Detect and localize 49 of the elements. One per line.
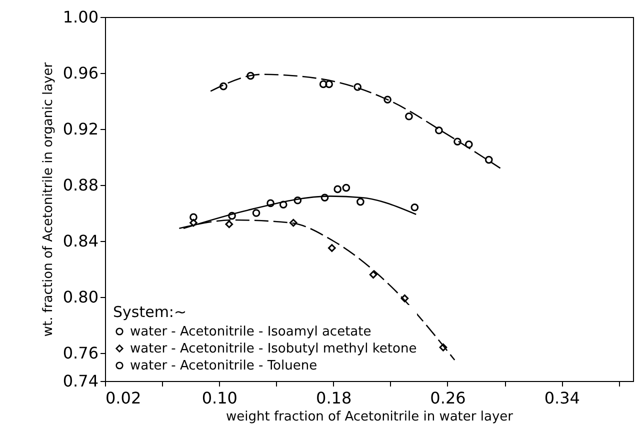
point	[484, 156, 493, 164]
y-tick-label: 0.88	[62, 176, 98, 194]
x-tick-label: 0.10	[202, 388, 238, 408]
point	[190, 218, 198, 227]
y-tick-label: 1.00	[62, 8, 98, 26]
legend-label: water - Acetonitrile - Isoamyl acetate	[130, 324, 372, 340]
point	[190, 213, 198, 222]
point	[464, 140, 473, 148]
point	[220, 82, 228, 90]
point	[410, 203, 419, 212]
point	[405, 112, 413, 120]
x-axis-title: weight fraction of Acetonitrile in water layer	[226, 410, 514, 424]
legend-title: System:~	[113, 303, 187, 321]
y-tick-label: 0.92	[62, 120, 98, 138]
x-tick-label: 0.34	[544, 388, 580, 408]
point	[354, 83, 362, 91]
y-tick-label: 0.76	[62, 344, 98, 362]
point	[289, 218, 298, 227]
y-axis-title: wt. fraction of Acetonitrile in organic layer	[40, 62, 56, 337]
y-tick-label: 0.96	[62, 64, 98, 82]
point	[435, 126, 443, 134]
x-tick-label: 0.26	[430, 388, 466, 408]
point	[320, 194, 329, 202]
x-tick-label: 0.02	[106, 388, 142, 408]
point	[225, 220, 234, 228]
y-tick-label: 0.84	[62, 232, 98, 250]
point	[279, 200, 288, 209]
point	[356, 198, 364, 206]
point	[328, 244, 336, 252]
point	[384, 96, 392, 104]
legend-label: water - Acetonitrile - Toluene	[130, 358, 318, 374]
y-tick-label: 0.74	[62, 372, 98, 390]
point	[228, 212, 236, 220]
point	[342, 184, 350, 192]
point	[439, 343, 448, 352]
x-tick-label: 0.18	[316, 388, 352, 408]
line-series	[210, 74, 501, 169]
y-tick-label: 0.80	[62, 288, 98, 306]
point	[266, 199, 274, 208]
point	[454, 138, 462, 146]
point	[400, 294, 409, 302]
point	[246, 72, 254, 80]
point	[325, 80, 333, 88]
point	[334, 185, 342, 194]
legend-label: water - Acetonitrile - Isobutyl methyl ketone	[130, 342, 417, 356]
point	[369, 270, 378, 279]
point	[319, 80, 328, 88]
point	[294, 196, 302, 204]
point	[252, 209, 260, 217]
